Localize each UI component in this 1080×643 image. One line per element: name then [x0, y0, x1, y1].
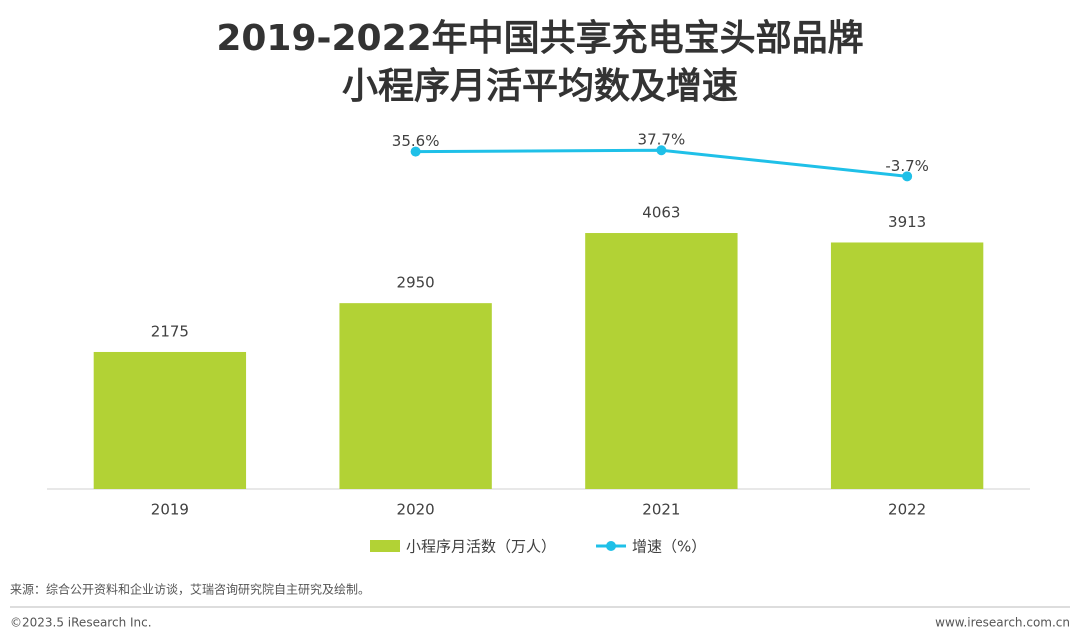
legend-label: 增速（%） [632, 538, 706, 556]
website: www.iresearch.com.cn [935, 616, 1070, 630]
line-point [656, 145, 667, 156]
x-tick-label: 2022 [888, 501, 926, 519]
data-label: -3.7% [885, 157, 929, 175]
legend-label: 小程序月活数（万人） [406, 538, 556, 556]
data-label: 3913 [888, 213, 926, 231]
data-label: 2175 [151, 322, 189, 340]
chart-title: 小程序月活平均数及增速 [342, 66, 738, 107]
chart-title: 2019-2022年中国共享充电宝头部品牌 [216, 18, 863, 59]
legend-swatch [606, 541, 617, 551]
line-point [902, 171, 913, 182]
source-note: 来源：综合公开资料和企业访谈，艾瑞咨询研究院自主研究及绘制。 [10, 582, 370, 597]
bar [585, 233, 738, 489]
x-tick-label: 2020 [397, 501, 435, 519]
data-label: 2950 [397, 274, 435, 292]
x-tick-label: 2021 [642, 501, 680, 519]
copyright: ©2023.5 iResearch Inc. [10, 616, 152, 630]
x-tick-label: 2019 [151, 501, 189, 519]
bar [93, 351, 247, 489]
data-label: 4063 [642, 204, 680, 222]
data-label: 35.6% [392, 132, 440, 150]
legend-swatch [370, 540, 400, 552]
line-point [410, 146, 421, 157]
data-label: 37.7% [638, 131, 686, 149]
bar [830, 242, 984, 489]
bar [339, 303, 492, 489]
